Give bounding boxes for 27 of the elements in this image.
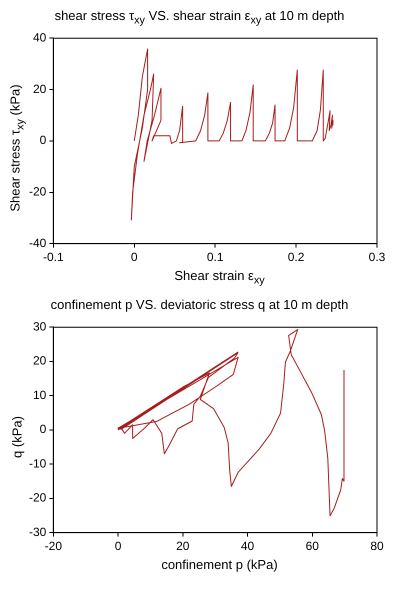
x-tick-label: 0 — [114, 538, 122, 553]
x-tick-label: 0.1 — [206, 250, 224, 264]
y-tick-label: 20 — [32, 82, 47, 96]
x-tick-label: 40 — [240, 538, 255, 553]
y-tick-label: 30 — [32, 319, 47, 334]
y-tick-label: 40 — [32, 30, 47, 45]
chart-title: confinement p VS. deviatoric stress q at 10 m depth — [50, 296, 350, 314]
x-axis-title: confinement p (kPa) — [160, 556, 279, 572]
x-tick-label: -0.1 — [43, 250, 64, 264]
y-tick-label: -20 — [29, 490, 47, 504]
y-tick-label: 0 — [40, 422, 47, 436]
y-tick-label: -30 — [29, 524, 47, 539]
y-tick-label: -40 — [29, 236, 47, 250]
y-tick-label: 20 — [32, 353, 47, 368]
y-tick-label: 0 — [40, 133, 47, 148]
x-tick-label: 0.2 — [288, 250, 305, 264]
y-tick-label: -20 — [29, 184, 47, 199]
y-tick-label: -10 — [29, 456, 47, 470]
y-axis-title: q (kPa) — [10, 416, 24, 458]
x-tick-label: 80 — [370, 538, 384, 553]
x-tick-label: 0.3 — [368, 250, 386, 264]
y-tick-label: 10 — [32, 388, 47, 402]
x-tick-label: 20 — [176, 538, 190, 553]
chart-title: shear stress τ$_{xy}$ VS. shear strain ε$_{xy}$ at 10 m depth — [54, 8, 346, 28]
x-tick-label: 60 — [306, 538, 320, 553]
x-axis-title: Shear strain ε$_{xy}$ — [173, 268, 266, 287]
x-tick-label: 0 — [130, 250, 138, 264]
